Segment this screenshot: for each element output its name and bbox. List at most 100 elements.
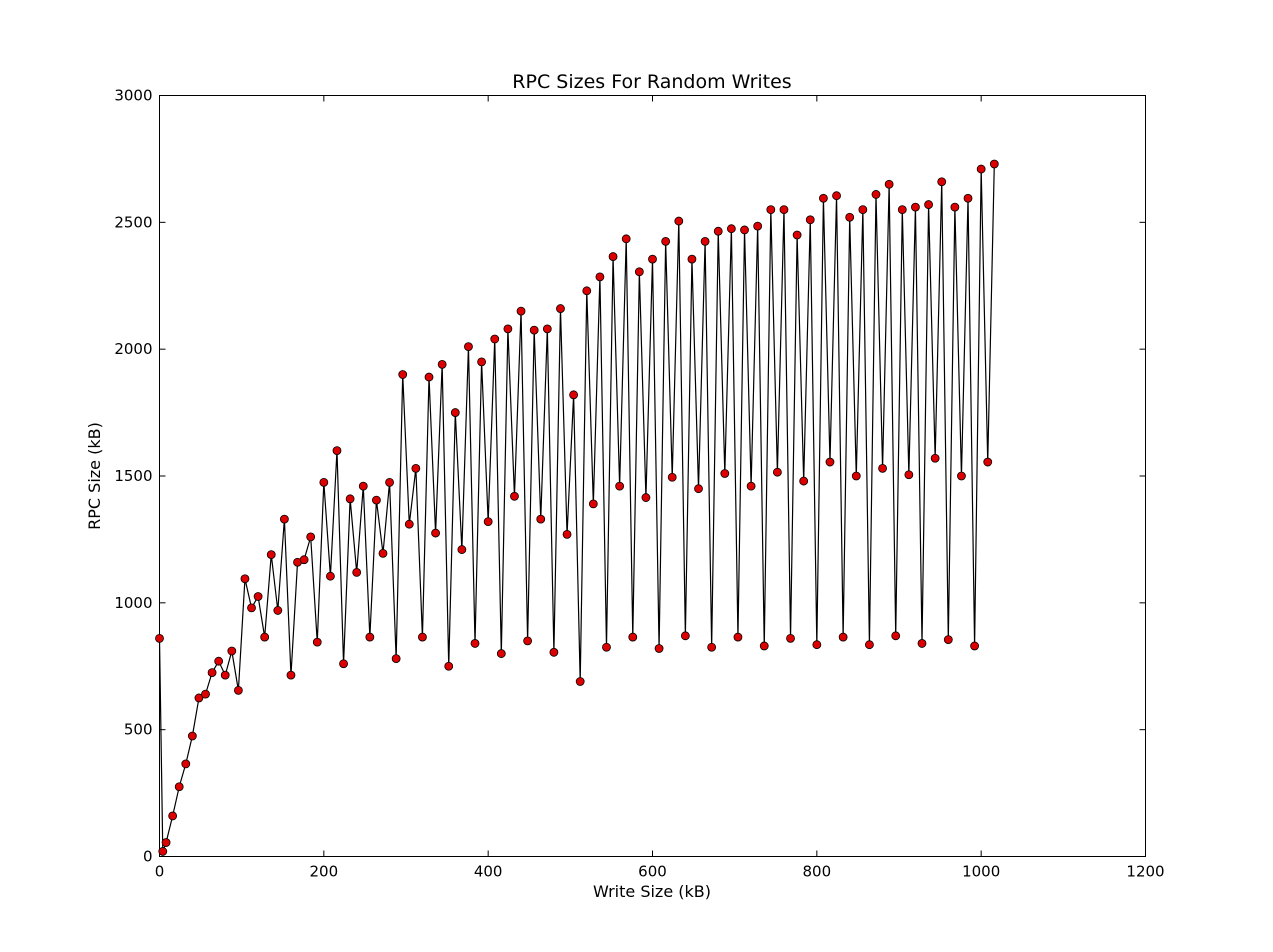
data-point	[556, 304, 565, 313]
plot-area	[159, 95, 1146, 857]
data-point	[273, 606, 283, 615]
data-point	[641, 493, 651, 502]
data-point	[168, 811, 178, 821]
data-point	[529, 325, 539, 335]
data-point	[634, 267, 644, 277]
data-point	[457, 545, 467, 554]
data-point	[694, 484, 703, 494]
data-point	[470, 639, 480, 648]
x-tick-label: 400	[474, 863, 503, 881]
data-point	[851, 471, 861, 481]
data-point	[838, 632, 848, 642]
data-point	[858, 205, 868, 215]
data-point	[503, 324, 513, 334]
data-point	[766, 205, 776, 215]
x-axis: 0 200 400 600 800 1000 1200	[155, 95, 1165, 881]
x-tick-label: 1200	[1126, 863, 1164, 881]
data-point	[911, 202, 920, 212]
x-tick-label: 200	[310, 863, 339, 881]
data-point	[542, 324, 552, 334]
data-point	[957, 471, 966, 481]
data-point	[404, 519, 414, 529]
data-point	[220, 670, 230, 680]
data-point	[575, 677, 585, 686]
data-point	[549, 647, 559, 657]
data-point	[418, 632, 427, 642]
data-point	[450, 408, 460, 417]
y-tick-label: 0	[143, 848, 153, 866]
data-point	[266, 550, 276, 560]
data-point	[891, 631, 901, 641]
data-point	[523, 636, 533, 646]
data-point	[562, 529, 572, 539]
data-point	[786, 633, 795, 643]
data-point	[398, 370, 408, 379]
data-point	[319, 477, 329, 487]
data-point	[759, 641, 769, 651]
data-point	[424, 372, 434, 382]
data-point	[385, 477, 394, 487]
x-tick-label: 600	[638, 863, 667, 881]
data-point	[536, 514, 546, 524]
data-point	[483, 517, 493, 527]
data-point	[490, 334, 500, 344]
data-point	[897, 205, 907, 215]
data-point	[174, 782, 184, 792]
data-point	[937, 177, 947, 187]
data-point	[845, 212, 855, 222]
data-point	[661, 236, 671, 246]
data-point	[983, 457, 993, 467]
data-point	[582, 286, 592, 296]
y-tick-label: 3000	[114, 87, 152, 105]
data-point	[431, 528, 440, 538]
data-point	[819, 193, 828, 203]
data-point	[279, 514, 289, 524]
data-point	[306, 532, 316, 542]
data-point	[253, 592, 263, 601]
data-point	[588, 499, 598, 509]
data-point	[615, 481, 625, 491]
series-layer	[155, 159, 999, 856]
data-point	[201, 689, 210, 699]
data-point	[569, 390, 579, 400]
data-point	[667, 472, 677, 482]
data-point	[299, 555, 309, 565]
data-point	[628, 632, 638, 642]
data-point	[444, 661, 454, 671]
data-point	[707, 642, 717, 652]
x-tick-label: 1000	[962, 863, 1000, 881]
data-point	[240, 574, 250, 584]
data-point	[950, 202, 960, 212]
data-point	[496, 649, 506, 658]
data-point	[365, 632, 375, 642]
data-point	[871, 190, 881, 199]
x-axis-label: Write Size (kB)	[593, 882, 711, 901]
data-point	[799, 476, 809, 486]
data-point	[943, 635, 953, 645]
data-point	[207, 668, 217, 677]
y-tick-label: 2000	[114, 340, 152, 358]
data-point	[865, 640, 874, 650]
data-point	[358, 481, 368, 491]
data-point	[713, 226, 723, 236]
data-point	[654, 644, 664, 653]
data-point	[825, 457, 835, 467]
data-point	[345, 494, 355, 504]
x-tick-label: 0	[155, 863, 165, 881]
data-point	[595, 272, 605, 282]
data-point	[437, 359, 447, 369]
y-tick-label: 2500	[114, 213, 152, 231]
data-point	[312, 637, 322, 647]
data-point	[805, 215, 815, 225]
data-point	[602, 642, 611, 652]
data-point	[726, 224, 736, 234]
data-point	[181, 759, 191, 769]
data-point	[194, 693, 204, 703]
data-point	[680, 631, 690, 641]
data-point	[326, 571, 335, 581]
data-point	[779, 205, 789, 215]
data-point	[155, 633, 164, 643]
data-point	[772, 467, 782, 477]
data-point	[372, 495, 381, 505]
